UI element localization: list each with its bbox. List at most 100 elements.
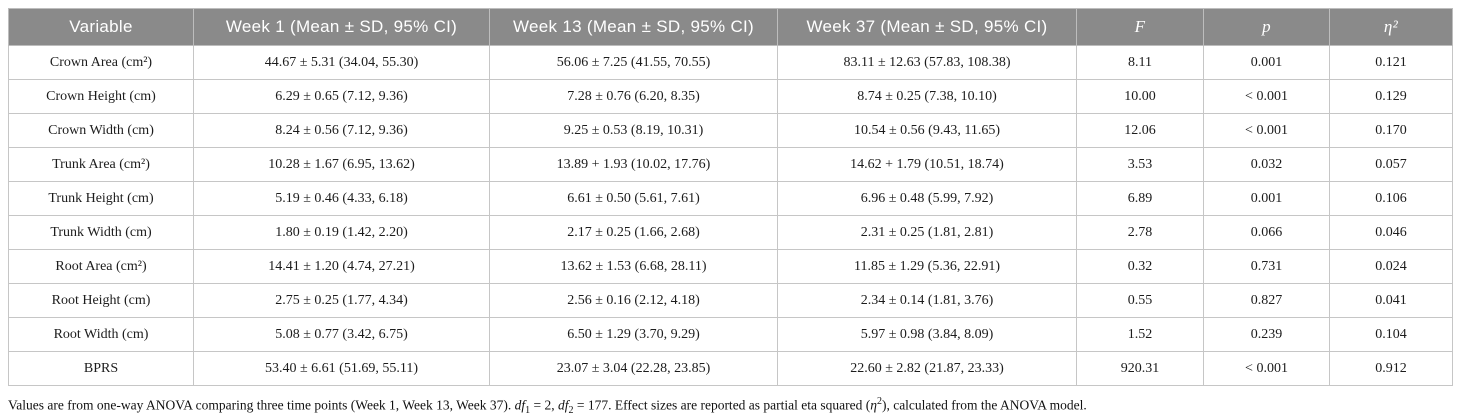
row-value-cell: 6.61 ± 0.50 (5.61, 7.61) xyxy=(489,181,778,216)
row-value-cell: 0.912 xyxy=(1329,351,1453,386)
footnote-segment: 1 xyxy=(525,405,531,417)
row-value-cell: 10.54 ± 0.56 (9.43, 11.65) xyxy=(777,113,1077,148)
column-header-0: Variable xyxy=(8,8,194,46)
row-value-cell: 0.104 xyxy=(1329,317,1453,352)
row-value-cell: 1.80 ± 0.19 (1.42, 2.20) xyxy=(193,215,490,250)
row-value-cell: 14.62 + 1.79 (10.51, 18.74) xyxy=(777,147,1077,182)
anova-results-table-wrap: Variable Week 1 (Mean ± SD, 95% CI) Week 1… xyxy=(8,8,1453,386)
row-value-cell: 0.827 xyxy=(1203,283,1330,318)
table-row: Trunk Area (cm²) 10.28 ± 1.67 (6.95, 13.6… xyxy=(8,147,1453,182)
footnote-segment: df xyxy=(558,397,569,413)
row-value-cell: 6.50 ± 1.29 (3.70, 9.29) xyxy=(489,317,778,352)
row-value-cell: 0.001 xyxy=(1203,45,1330,80)
table-row: Root Height (cm) 2.75 ± 0.25 (1.77, 4.34)… xyxy=(8,283,1453,318)
row-value-cell: 0.170 xyxy=(1329,113,1453,148)
row-value-cell: 0.106 xyxy=(1329,181,1453,216)
column-header-4: F xyxy=(1076,8,1204,46)
row-value-cell: < 0.001 xyxy=(1203,351,1330,386)
row-value-cell: 9.25 ± 0.53 (8.19, 10.31) xyxy=(489,113,778,148)
row-value-cell: 6.89 xyxy=(1076,181,1204,216)
row-variable-label: Trunk Area (cm²) xyxy=(8,147,194,182)
footnote-segment: Values are from one-way ANOVA comparing … xyxy=(8,397,515,413)
row-value-cell: 8.11 xyxy=(1076,45,1204,80)
row-variable-label: Crown Height (cm) xyxy=(8,79,194,114)
row-variable-label: Crown Width (cm) xyxy=(8,113,194,148)
row-value-cell: 0.55 xyxy=(1076,283,1204,318)
row-value-cell: 5.97 ± 0.98 (3.84, 8.09) xyxy=(777,317,1077,352)
row-value-cell: 10.28 ± 1.67 (6.95, 13.62) xyxy=(193,147,490,182)
row-value-cell: 2.17 ± 0.25 (1.66, 2.68) xyxy=(489,215,778,250)
footnote-segment: ), calculated from the ANOVA model. xyxy=(881,397,1087,413)
row-value-cell: 0.129 xyxy=(1329,79,1453,114)
row-value-cell: 0.024 xyxy=(1329,249,1453,284)
row-value-cell: 0.731 xyxy=(1203,249,1330,284)
row-value-cell: 2.78 xyxy=(1076,215,1204,250)
column-header-5: p xyxy=(1203,8,1330,46)
row-value-cell: 3.53 xyxy=(1076,147,1204,182)
row-value-cell: 2.34 ± 0.14 (1.81, 3.76) xyxy=(777,283,1077,318)
anova-results-table: Variable Week 1 (Mean ± SD, 95% CI) Week 1… xyxy=(8,8,1453,386)
column-header-3: Week 37 (Mean ± SD, 95% CI) xyxy=(777,8,1077,46)
column-header-6: η² xyxy=(1329,8,1453,46)
row-value-cell: 7.28 ± 0.76 (6.20, 8.35) xyxy=(489,79,778,114)
row-value-cell: 6.29 ± 0.65 (7.12, 9.36) xyxy=(193,79,490,114)
row-value-cell: 83.11 ± 12.63 (57.83, 108.38) xyxy=(777,45,1077,80)
row-variable-label: BPRS xyxy=(8,351,194,386)
row-value-cell: 1.52 xyxy=(1076,317,1204,352)
row-value-cell: 6.96 ± 0.48 (5.99, 7.92) xyxy=(777,181,1077,216)
row-value-cell: 0.032 xyxy=(1203,147,1330,182)
footnote-segment: 2 xyxy=(876,396,882,407)
row-value-cell: 13.89 + 1.93 (10.02, 17.76) xyxy=(489,147,778,182)
footnote-segment: = 2, xyxy=(530,397,558,413)
table-body: Crown Area (cm²) 44.67 ± 5.31 (34.04, 55.… xyxy=(8,45,1453,386)
row-value-cell: 0.046 xyxy=(1329,215,1453,250)
row-variable-label: Root Width (cm) xyxy=(8,317,194,352)
row-value-cell: 53.40 ± 6.61 (51.69, 55.11) xyxy=(193,351,490,386)
table-row: Crown Width (cm) 8.24 ± 0.56 (7.12, 9.36)… xyxy=(8,113,1453,148)
row-value-cell: 0.057 xyxy=(1329,147,1453,182)
table-row: Trunk Height (cm) 5.19 ± 0.46 (4.33, 6.18… xyxy=(8,181,1453,216)
row-value-cell: 44.67 ± 5.31 (34.04, 55.30) xyxy=(193,45,490,80)
table-row: BPRS 53.40 ± 6.61 (51.69, 55.11) 23.07 ± 3… xyxy=(8,351,1453,386)
row-value-cell: 920.31 xyxy=(1076,351,1204,386)
table-row: Trunk Width (cm) 1.80 ± 0.19 (1.42, 2.20)… xyxy=(8,215,1453,250)
table-row: Crown Height (cm) 6.29 ± 0.65 (7.12, 9.36… xyxy=(8,79,1453,114)
row-value-cell: 22.60 ± 2.82 (21.87, 23.33) xyxy=(777,351,1077,386)
row-value-cell: 0.001 xyxy=(1203,181,1330,216)
row-variable-label: Trunk Width (cm) xyxy=(8,215,194,250)
column-header-2: Week 13 (Mean ± SD, 95% CI) xyxy=(489,8,778,46)
row-value-cell: 2.75 ± 0.25 (1.77, 4.34) xyxy=(193,283,490,318)
row-value-cell: 8.24 ± 0.56 (7.12, 9.36) xyxy=(193,113,490,148)
table-row: Root Width (cm) 5.08 ± 0.77 (3.42, 6.75) 6… xyxy=(8,317,1453,352)
table-footnote: Values are from one-way ANOVA comparing … xyxy=(8,396,1452,416)
row-value-cell: 8.74 ± 0.25 (7.38, 10.10) xyxy=(777,79,1077,114)
row-value-cell: 2.56 ± 0.16 (2.12, 4.18) xyxy=(489,283,778,318)
column-header-1: Week 1 (Mean ± SD, 95% CI) xyxy=(193,8,490,46)
row-value-cell: 56.06 ± 7.25 (41.55, 70.55) xyxy=(489,45,778,80)
row-value-cell: 11.85 ± 1.29 (5.36, 22.91) xyxy=(777,249,1077,284)
row-value-cell: 2.31 ± 0.25 (1.81, 2.81) xyxy=(777,215,1077,250)
row-value-cell: < 0.001 xyxy=(1203,113,1330,148)
row-variable-label: Trunk Height (cm) xyxy=(8,181,194,216)
row-value-cell: 10.00 xyxy=(1076,79,1204,114)
footnote-segment: df xyxy=(514,397,526,413)
row-value-cell: 13.62 ± 1.53 (6.68, 28.11) xyxy=(489,249,778,284)
row-value-cell: 0.066 xyxy=(1203,215,1330,250)
row-value-cell: 5.08 ± 0.77 (3.42, 6.75) xyxy=(193,317,490,352)
table-row: Root Area (cm²) 14.41 ± 1.20 (4.74, 27.21… xyxy=(8,249,1453,284)
row-value-cell: 0.121 xyxy=(1329,45,1453,80)
row-value-cell: 0.041 xyxy=(1329,283,1453,318)
table-header: Variable Week 1 (Mean ± SD, 95% CI) Week 1… xyxy=(8,8,1453,46)
row-variable-label: Crown Area (cm²) xyxy=(8,45,194,80)
row-value-cell: 0.32 xyxy=(1076,249,1204,284)
row-value-cell: 23.07 ± 3.04 (22.28, 23.85) xyxy=(489,351,778,386)
row-value-cell: 14.41 ± 1.20 (4.74, 27.21) xyxy=(193,249,490,284)
footnote-segment: = 177. Effect sizes are reported as part… xyxy=(573,397,871,413)
row-value-cell: 12.06 xyxy=(1076,113,1204,148)
footnote-segment: η xyxy=(870,397,877,413)
footnote-segment: 2 xyxy=(568,405,574,417)
row-value-cell: < 0.001 xyxy=(1203,79,1330,114)
row-value-cell: 0.239 xyxy=(1203,317,1330,352)
row-variable-label: Root Area (cm²) xyxy=(8,249,194,284)
table-header-row: Variable Week 1 (Mean ± SD, 95% CI) Week 1… xyxy=(8,8,1453,46)
